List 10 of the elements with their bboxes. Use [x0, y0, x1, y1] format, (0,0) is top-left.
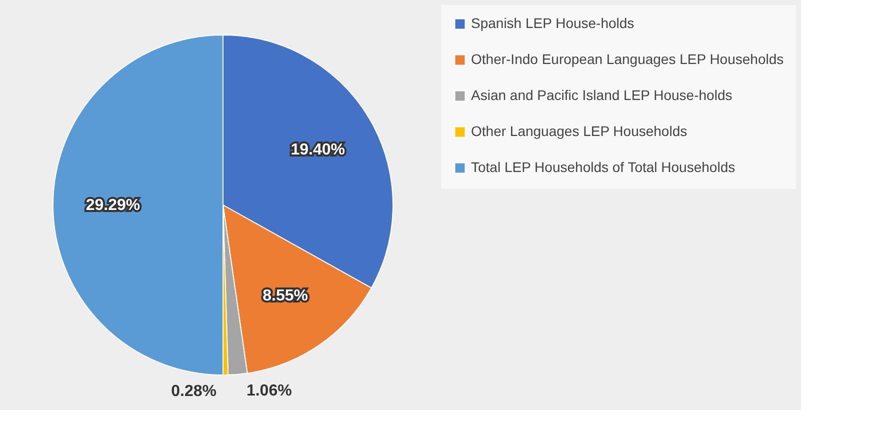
- data-label: 29.29%: [86, 197, 140, 214]
- legend-label: Other Languages LEP Households: [471, 123, 688, 139]
- data-label: 8.55%: [262, 288, 308, 305]
- legend-label: Asian and Pacific Island LEP House-holds: [471, 87, 732, 103]
- data-label: 19.40%: [290, 141, 346, 158]
- legend-label: Spanish LEP House-holds: [471, 15, 634, 31]
- data-label: 0.28%: [171, 382, 216, 400]
- legend-label: Total LEP Households of Total Households: [471, 159, 736, 175]
- legend-label: Other-Indo European Languages LEP Households: [471, 51, 784, 67]
- data-label: 1.06%: [246, 382, 292, 400]
